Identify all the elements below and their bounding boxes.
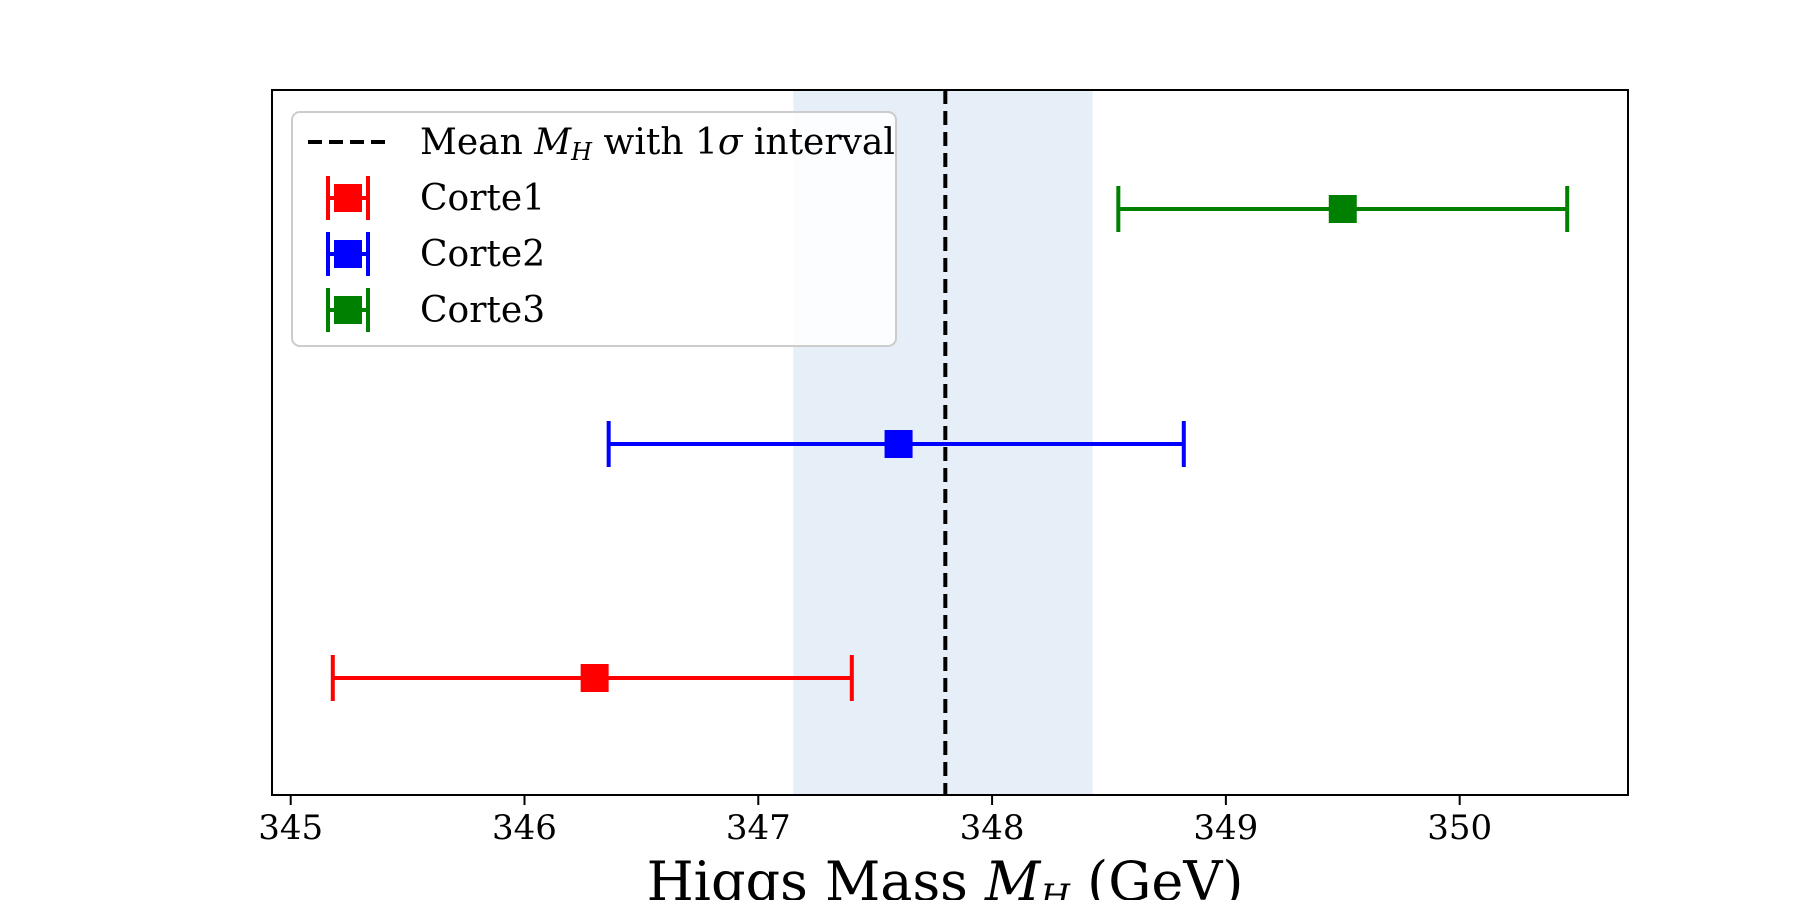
series-corte1 — [330, 655, 854, 701]
legend-item-corte1: Corte1 — [326, 176, 545, 220]
x-tick-label: 348 — [960, 808, 1025, 848]
data-point-marker — [884, 430, 913, 458]
legend-item-corte3: Corte3 — [326, 288, 545, 332]
series-corte2 — [606, 421, 1186, 467]
legend-label: Corte2 — [420, 234, 545, 275]
series-corte3 — [1116, 186, 1570, 232]
legend-mean-label: Mean MH with 1σ interval — [420, 122, 895, 166]
legend-label: Corte1 — [420, 178, 545, 219]
legend-label: Corte3 — [420, 290, 545, 331]
legend-marker — [334, 296, 362, 324]
legend-marker — [334, 184, 362, 212]
plot-frame — [271, 89, 1629, 796]
x-tick-label: 349 — [1193, 808, 1258, 848]
data-point-marker — [580, 664, 609, 692]
legend-item-corte2: Corte2 — [326, 232, 545, 276]
x-tick-label: 345 — [258, 808, 323, 848]
legend: Mean MH with 1σ interval Corte1 Corte2 Cort… — [291, 111, 897, 347]
x-tick-label: 346 — [492, 808, 557, 848]
legend-box — [291, 111, 897, 347]
data-point-marker — [1328, 195, 1357, 223]
x-tick-label: 350 — [1427, 808, 1492, 848]
x-tick-label: 347 — [726, 808, 791, 848]
x-axis: 345 346 347 348 349 350 — [258, 89, 1629, 848]
legend-marker — [334, 240, 362, 268]
x-axis-title: Higgs Mass MH (GeV) — [647, 850, 1244, 900]
